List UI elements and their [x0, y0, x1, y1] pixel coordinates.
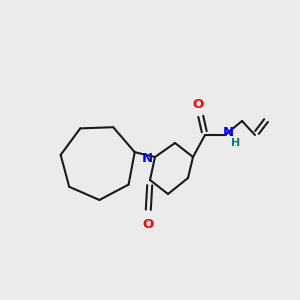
- Text: N: N: [222, 125, 234, 139]
- Text: H: H: [231, 138, 241, 148]
- Text: N: N: [141, 152, 153, 166]
- Text: O: O: [192, 98, 204, 112]
- Text: O: O: [142, 218, 154, 230]
